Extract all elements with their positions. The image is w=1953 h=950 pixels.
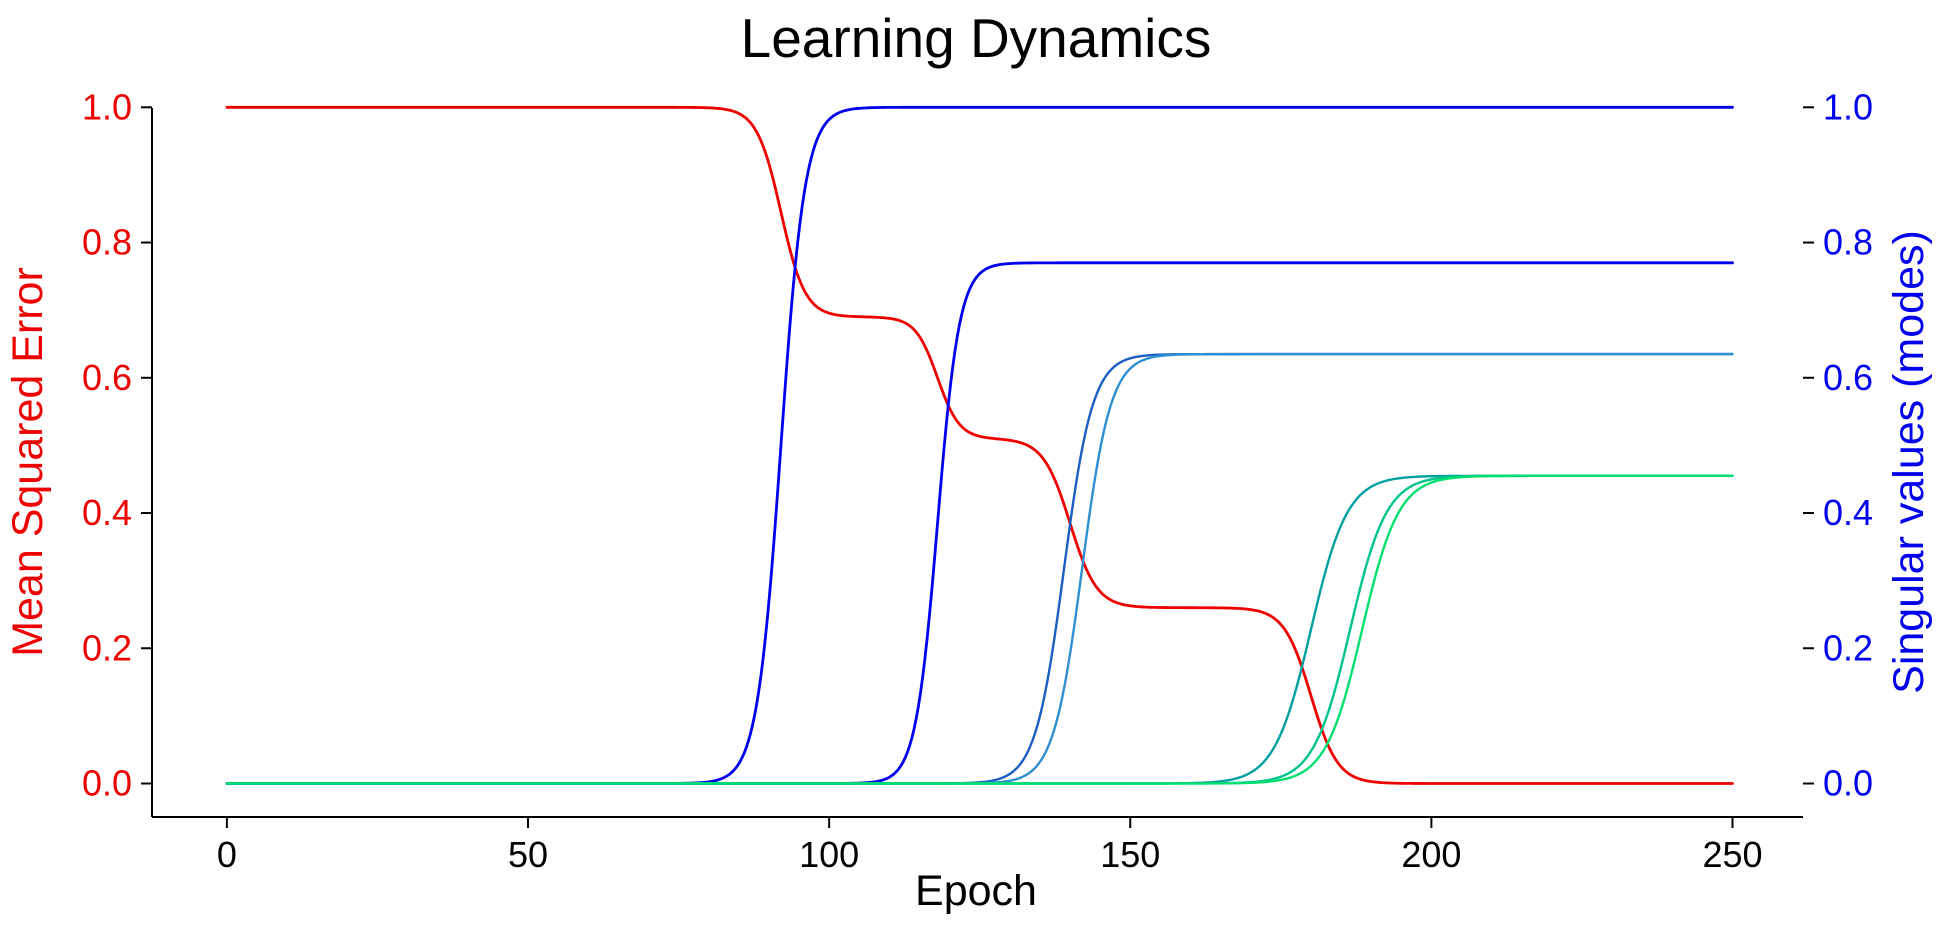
svg-text:Mean Squared Error: Mean Squared Error <box>4 267 52 657</box>
svg-text:200: 200 <box>1401 834 1461 875</box>
svg-text:150: 150 <box>1100 834 1160 875</box>
svg-text:0.6: 0.6 <box>82 357 132 398</box>
svg-text:Epoch: Epoch <box>915 867 1037 915</box>
svg-text:Singular values (modes): Singular values (modes) <box>1885 230 1933 694</box>
svg-text:0.4: 0.4 <box>82 492 132 533</box>
svg-text:0.8: 0.8 <box>82 222 132 263</box>
svg-text:250: 250 <box>1702 834 1762 875</box>
svg-text:0.0: 0.0 <box>82 763 132 804</box>
svg-text:1.0: 1.0 <box>82 86 132 127</box>
svg-text:0.4: 0.4 <box>1823 492 1873 533</box>
svg-text:100: 100 <box>799 834 859 875</box>
svg-text:0.8: 0.8 <box>1823 222 1873 263</box>
svg-text:1.0: 1.0 <box>1823 86 1873 127</box>
svg-text:Learning Dynamics: Learning Dynamics <box>741 7 1212 69</box>
svg-text:0.0: 0.0 <box>1823 763 1873 804</box>
svg-text:0.2: 0.2 <box>82 627 132 668</box>
svg-text:50: 50 <box>508 834 548 875</box>
svg-text:0.6: 0.6 <box>1823 357 1873 398</box>
svg-text:0.2: 0.2 <box>1823 627 1873 668</box>
svg-text:0: 0 <box>217 834 237 875</box>
